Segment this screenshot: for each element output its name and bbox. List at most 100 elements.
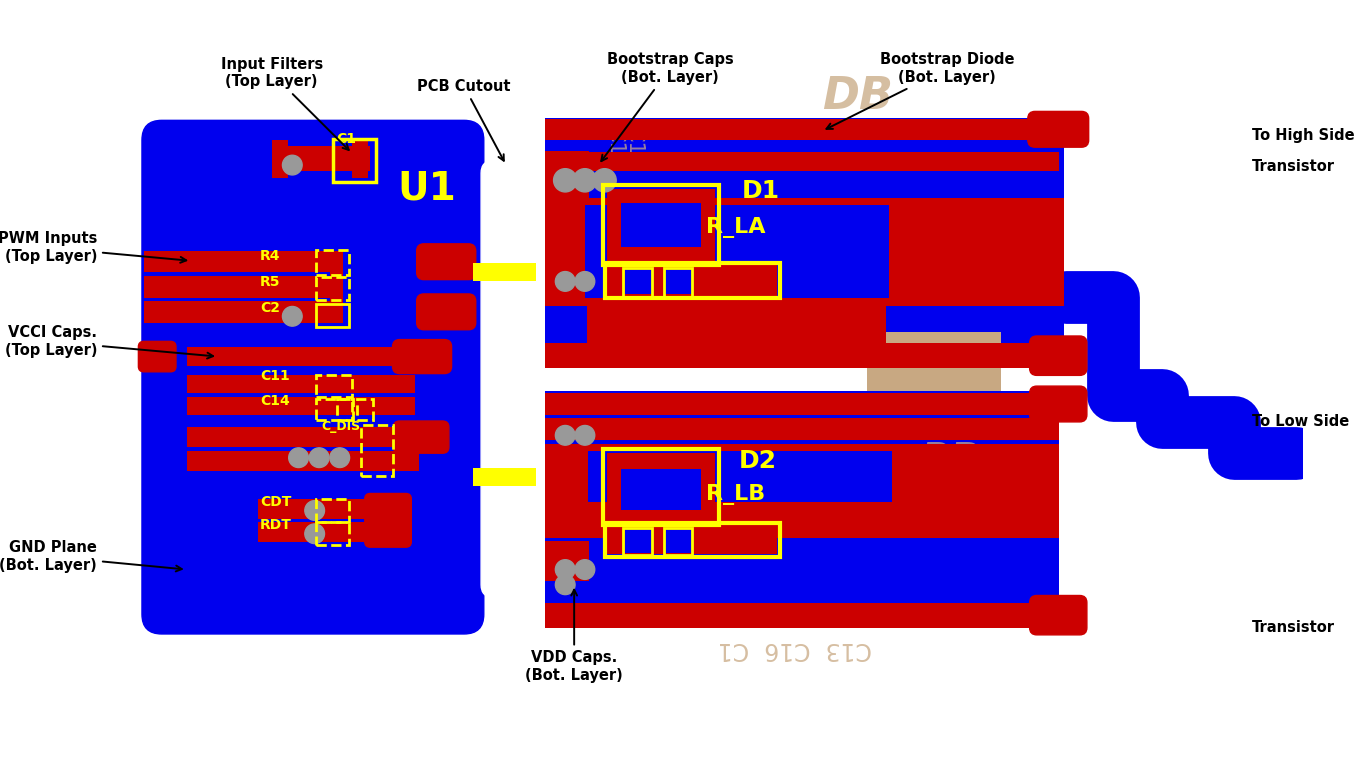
Bar bbox=[545, 394, 1059, 415]
Bar bbox=[316, 399, 352, 420]
Bar bbox=[866, 404, 1001, 453]
FancyBboxPatch shape bbox=[394, 421, 449, 453]
Circle shape bbox=[310, 448, 329, 468]
Text: Bootstrap Diode
(Bot. Layer): Bootstrap Diode (Bot. Layer) bbox=[827, 52, 1014, 129]
Bar bbox=[545, 419, 1059, 440]
Circle shape bbox=[574, 425, 595, 445]
Bar bbox=[545, 541, 589, 581]
FancyBboxPatch shape bbox=[143, 120, 483, 634]
FancyBboxPatch shape bbox=[1029, 596, 1086, 635]
Text: R_LB: R_LB bbox=[706, 484, 765, 505]
Text: C11: C11 bbox=[261, 369, 289, 384]
Text: C13  C16  C1: C13 C16 C1 bbox=[718, 637, 872, 662]
Bar bbox=[144, 251, 341, 273]
Bar bbox=[545, 343, 1063, 368]
Circle shape bbox=[555, 272, 574, 291]
Bar bbox=[606, 523, 779, 557]
Bar bbox=[545, 444, 589, 538]
Bar bbox=[272, 146, 371, 171]
Text: PWM Inputs
(Top Layer): PWM Inputs (Top Layer) bbox=[0, 232, 186, 264]
Bar bbox=[186, 427, 420, 447]
Text: GND Plane
(Bot. Layer): GND Plane (Bot. Layer) bbox=[0, 540, 182, 572]
Text: R4: R4 bbox=[261, 248, 281, 263]
Bar bbox=[144, 276, 337, 298]
Bar bbox=[585, 205, 889, 298]
Text: C14: C14 bbox=[261, 394, 289, 407]
Text: C15: C15 bbox=[604, 129, 625, 170]
Bar bbox=[664, 268, 693, 297]
Text: R5: R5 bbox=[261, 275, 281, 288]
Bar bbox=[621, 203, 701, 248]
Bar bbox=[272, 140, 288, 178]
Bar bbox=[337, 399, 353, 420]
Circle shape bbox=[554, 169, 577, 192]
Bar bbox=[316, 250, 349, 275]
Bar bbox=[607, 453, 714, 520]
Bar bbox=[607, 265, 777, 297]
FancyBboxPatch shape bbox=[365, 494, 411, 524]
Bar bbox=[866, 332, 1001, 360]
Text: Bootstrap Caps
(Bot. Layer): Bootstrap Caps (Bot. Layer) bbox=[602, 52, 733, 161]
Bar bbox=[625, 528, 652, 553]
Bar bbox=[545, 198, 1063, 306]
Bar bbox=[545, 117, 1063, 368]
FancyBboxPatch shape bbox=[139, 341, 177, 372]
FancyBboxPatch shape bbox=[1029, 336, 1086, 375]
Bar bbox=[603, 185, 720, 265]
Circle shape bbox=[282, 155, 301, 175]
Text: C2: C2 bbox=[261, 301, 280, 316]
Circle shape bbox=[282, 307, 301, 326]
Circle shape bbox=[555, 575, 574, 594]
Bar bbox=[545, 151, 589, 203]
Bar bbox=[603, 449, 720, 525]
Text: PCB Cutout: PCB Cutout bbox=[417, 79, 511, 160]
Text: C12: C12 bbox=[623, 129, 644, 170]
Text: Input Filters
(Top Layer): Input Filters (Top Layer) bbox=[220, 57, 349, 150]
Bar bbox=[588, 451, 892, 531]
Bar bbox=[545, 117, 1063, 368]
Text: CDT: CDT bbox=[261, 494, 292, 509]
Bar bbox=[361, 425, 392, 475]
Bar bbox=[352, 140, 368, 178]
Circle shape bbox=[304, 500, 325, 520]
Bar bbox=[186, 451, 420, 471]
Bar bbox=[587, 207, 887, 297]
Circle shape bbox=[555, 425, 574, 445]
Text: Transistor: Transistor bbox=[1252, 620, 1335, 635]
Bar bbox=[473, 263, 535, 281]
Bar bbox=[625, 268, 652, 294]
FancyBboxPatch shape bbox=[365, 517, 411, 547]
Bar bbox=[623, 268, 652, 297]
Bar bbox=[316, 304, 349, 327]
Circle shape bbox=[574, 272, 595, 291]
Bar bbox=[144, 301, 331, 322]
Text: RDT: RDT bbox=[261, 518, 292, 532]
Bar bbox=[866, 341, 1001, 395]
Bar bbox=[545, 391, 1059, 628]
Bar bbox=[545, 603, 1059, 628]
Bar bbox=[621, 469, 701, 509]
Bar bbox=[587, 301, 887, 360]
Bar bbox=[545, 151, 1059, 171]
FancyBboxPatch shape bbox=[481, 160, 531, 597]
Bar bbox=[545, 119, 1059, 140]
Bar bbox=[664, 528, 693, 555]
Text: C_DIS: C_DIS bbox=[320, 419, 360, 433]
Text: VCCI Caps.
(Top Layer): VCCI Caps. (Top Layer) bbox=[4, 326, 213, 359]
Bar bbox=[258, 499, 392, 519]
Bar bbox=[186, 347, 416, 366]
Bar bbox=[316, 277, 349, 301]
Circle shape bbox=[555, 559, 574, 579]
Text: RB: RB bbox=[921, 441, 980, 479]
Text: C1: C1 bbox=[337, 132, 356, 146]
Bar bbox=[357, 399, 373, 420]
FancyBboxPatch shape bbox=[392, 340, 452, 373]
Bar bbox=[316, 375, 352, 397]
Bar bbox=[316, 499, 349, 522]
Circle shape bbox=[289, 448, 308, 468]
Bar bbox=[607, 189, 714, 261]
Text: U1: U1 bbox=[397, 169, 456, 207]
Bar bbox=[588, 503, 892, 538]
FancyBboxPatch shape bbox=[417, 294, 475, 330]
Text: D1: D1 bbox=[741, 179, 779, 203]
